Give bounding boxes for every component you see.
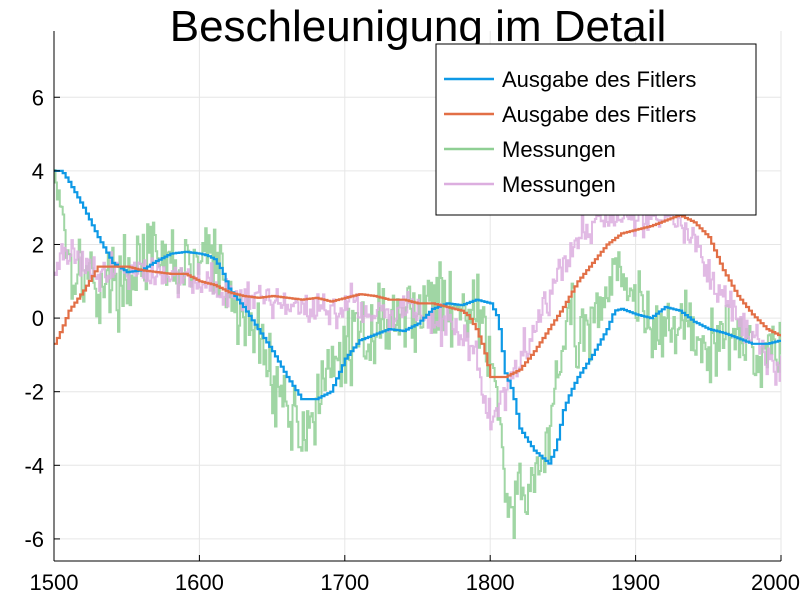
y-tick-label: 6 — [32, 85, 44, 110]
y-tick-label: 4 — [32, 159, 44, 184]
y-tick-label: -6 — [24, 527, 44, 552]
tick-labels: 1500 1600 1700 1800 1900 2000 -6 -4 -2 0 2 4 6 — [24, 85, 800, 595]
y-tick-label: 0 — [32, 306, 44, 331]
y-tick-label: -2 — [24, 380, 44, 405]
x-tick-label: 1700 — [320, 570, 369, 595]
axes — [53, 31, 781, 562]
legend-box — [435, 43, 757, 216]
x-tick-label: 1900 — [611, 570, 660, 595]
legend-label: Messungen — [502, 137, 616, 162]
chart-title: Beschleunigung im Detail — [170, 2, 667, 51]
series-layer — [54, 169, 781, 539]
x-tick-label: 2000 — [751, 570, 800, 595]
legend-label: Ausgabe des Fitlers — [502, 102, 696, 127]
x-tick-label: 1600 — [175, 570, 224, 595]
x-tick-label: 1500 — [30, 570, 79, 595]
y-tick-label: 2 — [32, 232, 44, 257]
y-tick-label: -4 — [24, 453, 44, 478]
series-line-filter-0 — [54, 169, 781, 465]
x-tick-label: 1800 — [466, 570, 515, 595]
legend-label: Ausgabe des Fitlers — [502, 67, 696, 92]
series-line-filter-1 — [54, 213, 781, 379]
series-line-measurement-3 — [54, 198, 781, 431]
legend-label: Messungen — [502, 172, 616, 197]
legend: Ausgabe des Fitlers Ausgabe des Fitlers Me… — [435, 43, 757, 216]
